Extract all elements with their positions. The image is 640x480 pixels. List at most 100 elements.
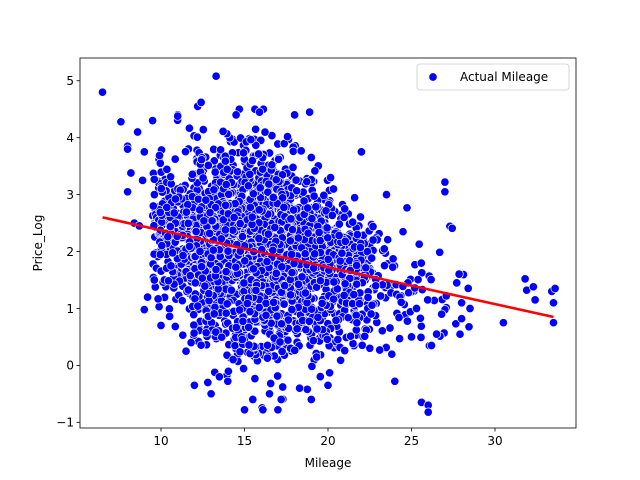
data-point [228, 355, 238, 365]
data-point [198, 125, 208, 135]
data-point [239, 278, 249, 288]
data-point [336, 355, 346, 365]
data-point [326, 173, 336, 183]
data-point [435, 247, 445, 257]
data-point [303, 228, 313, 238]
data-point [416, 258, 426, 268]
data-point [222, 164, 232, 174]
data-point [283, 315, 293, 325]
data-point [208, 245, 218, 255]
data-point [362, 247, 372, 257]
data-point [279, 299, 289, 309]
data-point [254, 149, 264, 159]
data-point [292, 186, 302, 196]
data-point [406, 332, 417, 342]
data-point [379, 244, 389, 254]
data-point [196, 155, 207, 165]
data-point [267, 160, 277, 170]
data-point [247, 212, 257, 222]
data-point [402, 203, 412, 213]
y-tick-label: 1 [66, 302, 74, 316]
data-point [271, 175, 281, 185]
data-point [310, 249, 320, 259]
data-point [295, 383, 305, 393]
data-point [371, 281, 381, 291]
data-point [166, 261, 176, 271]
data-point [276, 394, 286, 405]
data-point [452, 278, 462, 288]
data-point [423, 295, 433, 305]
data-point [211, 71, 221, 81]
data-point [279, 202, 289, 212]
y-axis: −1 0 1 2 3 4 5 [56, 74, 80, 430]
data-point [245, 307, 255, 317]
data-point [123, 144, 133, 154]
data-point [254, 205, 264, 215]
data-point [464, 322, 474, 332]
data-point [163, 276, 173, 286]
data-point [388, 262, 398, 272]
data-point [184, 123, 194, 133]
data-point [243, 181, 253, 191]
y-tick-label: 0 [66, 359, 74, 373]
data-point [139, 147, 149, 157]
data-point [148, 116, 158, 126]
data-point [126, 168, 136, 178]
data-point [334, 219, 344, 229]
data-point [285, 236, 295, 246]
data-point [156, 320, 166, 331]
data-point [231, 262, 241, 272]
data-point [548, 298, 559, 308]
data-point [149, 190, 159, 200]
data-point [189, 328, 199, 338]
data-point [263, 229, 273, 239]
data-point [290, 345, 300, 355]
data-point [416, 321, 426, 331]
data-point [206, 389, 216, 399]
data-point [203, 160, 213, 170]
data-point [226, 285, 236, 295]
data-point [346, 331, 356, 341]
data-point [367, 300, 377, 310]
data-point [426, 275, 436, 285]
data-point [184, 241, 195, 251]
data-point [238, 148, 249, 158]
data-point [240, 256, 250, 266]
data-point [331, 315, 341, 325]
data-point [293, 233, 303, 243]
data-point [277, 262, 287, 272]
data-point [238, 316, 248, 326]
data-point [323, 254, 333, 264]
data-point [367, 253, 377, 263]
data-point [239, 405, 250, 415]
data-point [394, 312, 404, 323]
data-point [143, 292, 153, 302]
data-point [261, 310, 271, 320]
data-point [325, 368, 335, 378]
data-point [223, 376, 233, 386]
data-point [530, 295, 540, 305]
data-point [379, 261, 390, 271]
data-point [300, 288, 310, 298]
data-point [269, 297, 279, 307]
data-point [217, 332, 227, 342]
data-point [195, 246, 205, 256]
data-point [196, 97, 206, 107]
data-point [216, 145, 226, 155]
data-point [244, 322, 254, 332]
data-point [275, 337, 285, 347]
data-point [351, 310, 361, 320]
data-point [264, 389, 275, 399]
data-point [196, 340, 206, 350]
data-point [280, 281, 290, 291]
data-point [170, 321, 180, 332]
data-point [305, 107, 315, 117]
data-point [287, 268, 297, 278]
legend-label: Actual Mileage [460, 70, 548, 84]
data-point [232, 167, 243, 177]
data-point [235, 219, 245, 229]
data-point [149, 275, 159, 285]
data-point [329, 277, 339, 287]
data-point [455, 329, 465, 339]
y-tick-label: −1 [56, 416, 74, 430]
